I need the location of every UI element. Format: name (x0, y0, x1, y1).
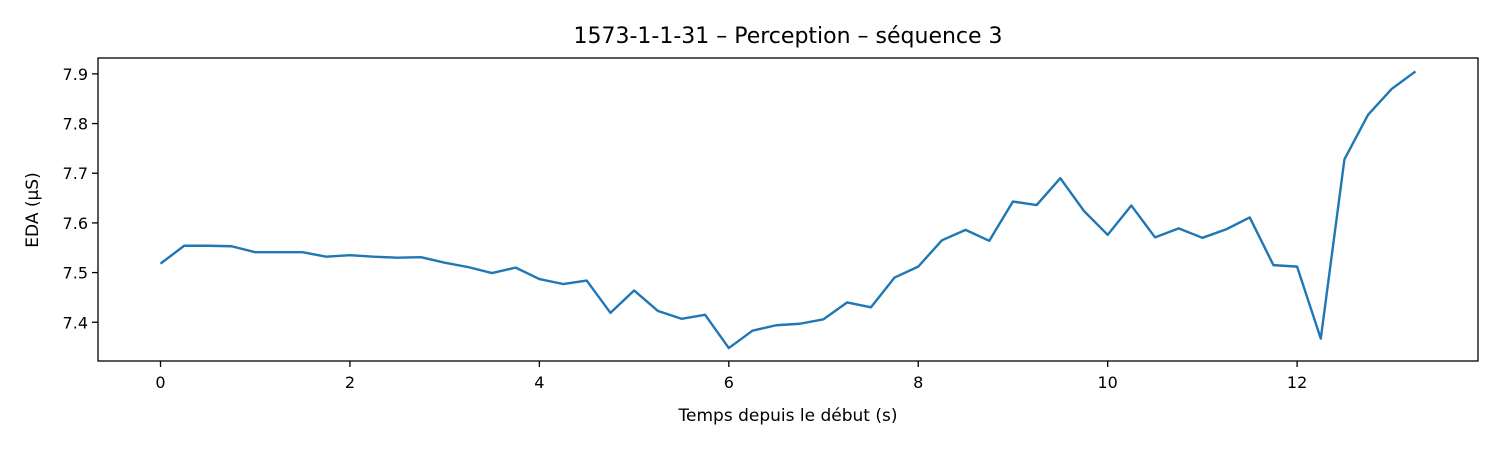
eda-series-line (159, 70, 1417, 350)
x-tick-label: 6 (724, 373, 734, 392)
y-tick-label: 7.4 (63, 313, 88, 332)
x-tick-label: 2 (345, 373, 355, 392)
y-tick-label: 7.6 (63, 214, 88, 233)
y-axis-ticks: 7.4 7.5 7.6 7.7 7.8 7.9 (63, 65, 98, 332)
y-axis-label: EDA (µS) (23, 172, 43, 247)
x-tick-label: 12 (1287, 373, 1307, 392)
y-tick-label: 7.5 (63, 264, 88, 283)
x-axis-ticks: 0 2 4 6 8 10 12 (155, 361, 1307, 392)
chart-title: 1573-1-1-31 – Perception – séquence 3 (573, 24, 1002, 49)
x-tick-label: 0 (155, 373, 165, 392)
y-tick-label: 7.9 (63, 65, 88, 84)
y-tick-label: 7.7 (63, 164, 88, 183)
y-tick-label: 7.8 (63, 115, 88, 134)
plot-area (159, 70, 1417, 350)
x-axis-label: Temps depuis le début (s) (678, 406, 898, 426)
x-tick-label: 8 (913, 373, 923, 392)
x-tick-label: 10 (1097, 373, 1117, 392)
axes-frame (97, 57, 1479, 362)
x-tick-label: 4 (534, 373, 544, 392)
